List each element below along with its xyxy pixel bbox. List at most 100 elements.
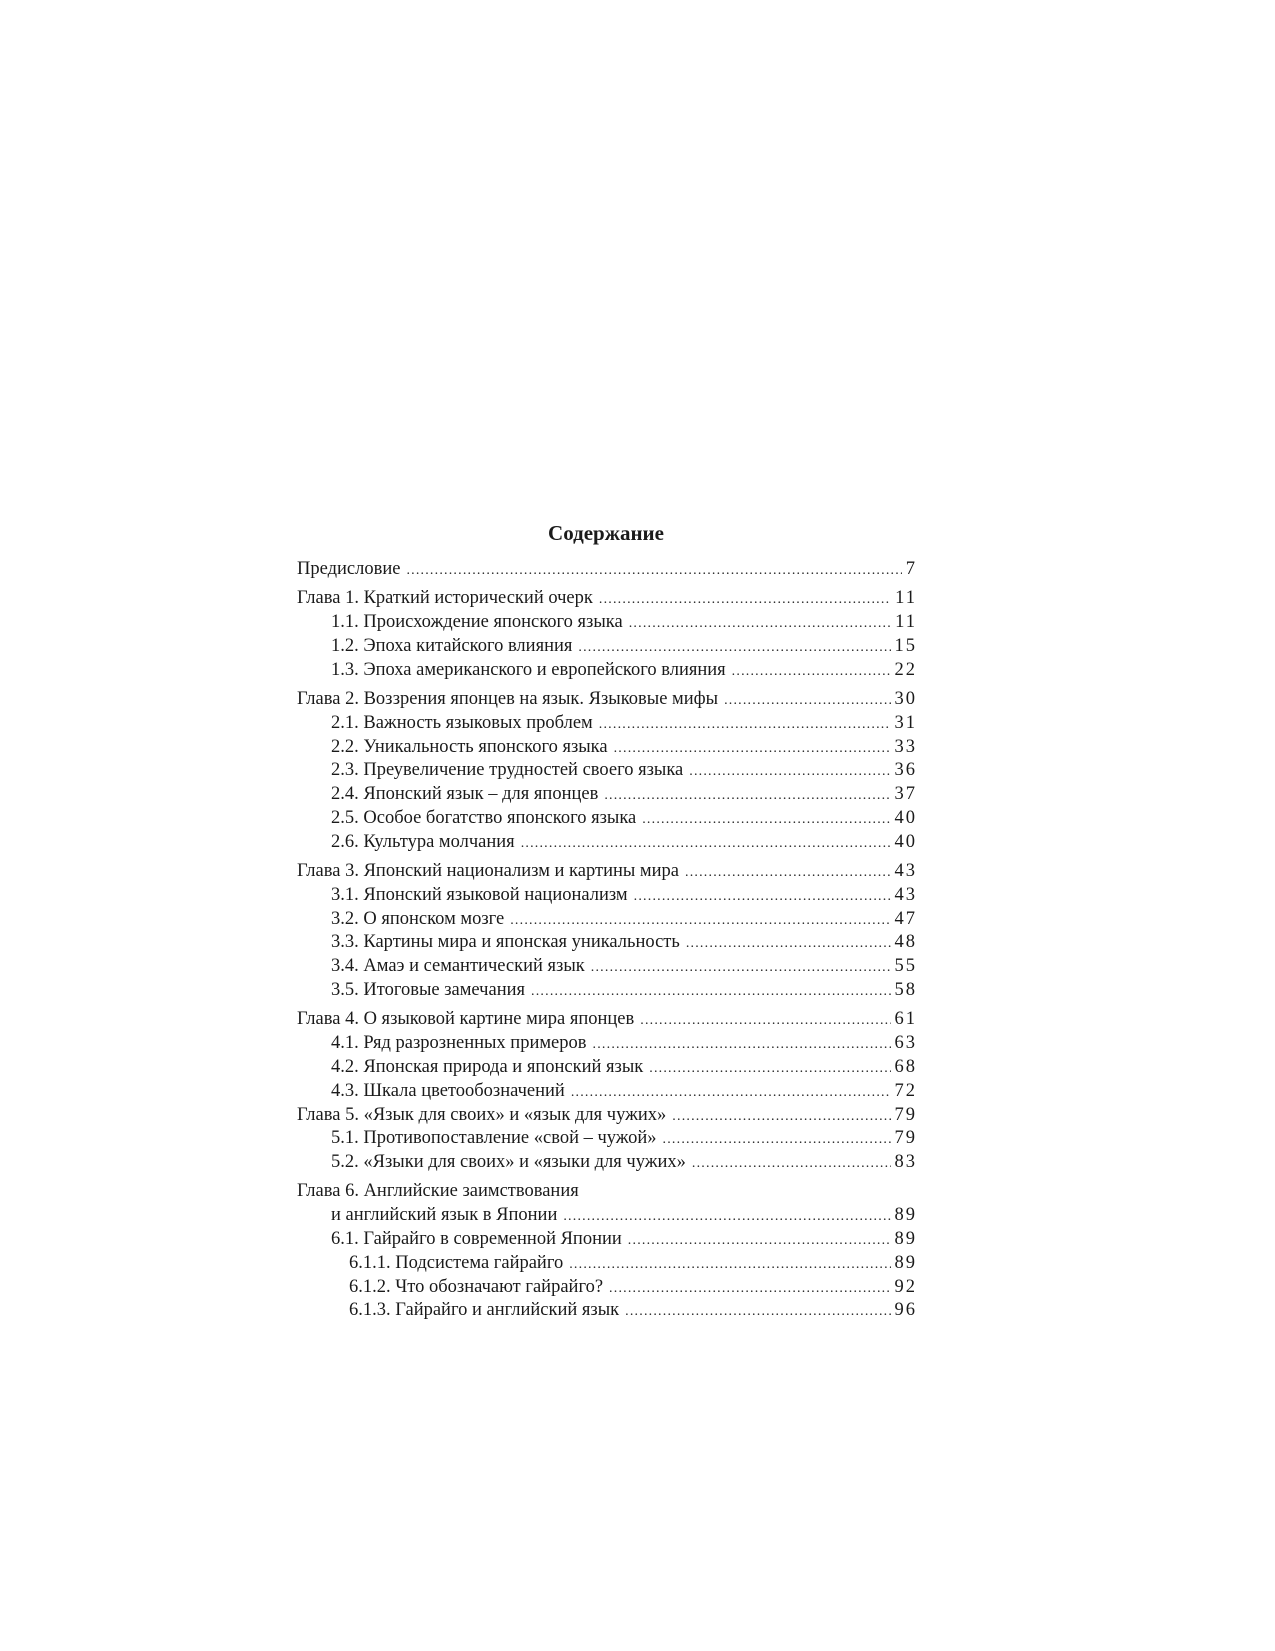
entry-label: 3.5. Итоговые замечания (331, 980, 526, 1001)
entry-label: 6.1. Гайрайго в современной Японии (331, 1229, 622, 1250)
entry-page-number: 58 (894, 980, 916, 1001)
toc-section-entry: 3.4. Амаэ и семантический язык 55 (297, 955, 915, 979)
page-title: Содержание (548, 521, 664, 545)
toc-section-entry: 2.5. Особое богатство японского языка 40 (297, 807, 915, 831)
dot-leader (732, 660, 891, 683)
dot-leader (578, 636, 890, 659)
dot-leader (599, 588, 891, 611)
toc-section-entry: 6.1. Гайрайго в современной Японии 89 (297, 1228, 915, 1252)
toc-section-entry: 2.3. Преувеличение трудностей своего язы… (297, 759, 915, 783)
toc-chapter-entry: Глава 2. Воззрения японцев на язык. Язык… (297, 688, 915, 712)
entry-label: 2.4. Японский язык – для японцев (331, 784, 599, 805)
entry-page-number: 83 (894, 1152, 916, 1173)
toc-chapter-entry: Предисловие 7 (297, 558, 915, 582)
entry-label: 5.2. «Языки для своих» и «языки для чужи… (331, 1152, 686, 1173)
dot-leader (510, 909, 890, 932)
toc-section-entry: 1.3. Эпоха американского и европейского … (297, 659, 915, 683)
entry-page-number: 92 (894, 1276, 916, 1297)
entry-page-number: 36 (894, 760, 916, 781)
toc-section-entry: 5.1. Противопоставление «свой – чужой» 79 (297, 1127, 915, 1151)
toc-section-entry: 3.1. Японский языковой национализм 43 (297, 884, 915, 908)
entry-page-number: 79 (894, 1104, 916, 1125)
entry-page-number: 61 (894, 1009, 916, 1030)
dot-leader (689, 760, 890, 783)
dot-leader (591, 956, 891, 979)
dot-leader (593, 1033, 891, 1056)
dot-leader (569, 1253, 890, 1276)
entry-label: Глава 6. Английские заимствования (297, 1181, 579, 1202)
entry-label: Глава 4. О языковой картине мира японцев (297, 1009, 635, 1030)
entry-page-number: 33 (894, 736, 916, 757)
entry-label: 3.2. О японском мозге (331, 908, 505, 929)
entry-page-number: 89 (894, 1205, 916, 1226)
dot-leader (692, 1152, 891, 1175)
toc-section-entry: 6.1.2. Что обозначают гайрайго? 92 (297, 1276, 915, 1300)
entry-label: 1.3. Эпоха американского и европейского … (331, 659, 726, 680)
entry-page-number: 11 (895, 612, 915, 633)
toc-chapter-entry: Глава 3. Японский национализм и картины … (297, 860, 915, 884)
entry-page-number: 30 (894, 688, 916, 709)
entry-page-number: 31 (894, 712, 916, 733)
entry-page-number: 22 (894, 659, 916, 680)
toc-chapter-entry: Глава 4. О языковой картине мира японцев… (297, 1008, 915, 1032)
entry-label: 3.3. Картины мира и японская уникальност… (331, 932, 680, 953)
dot-leader (609, 1277, 890, 1300)
entry-page-number: 79 (894, 1128, 916, 1149)
dot-leader (649, 1057, 890, 1080)
entry-label: Глава 1. Краткий исторический очерк (297, 588, 593, 609)
entry-page-number: 15 (894, 635, 916, 656)
entry-label: 4.1. Ряд разрозненных примеров (331, 1033, 587, 1054)
entry-label: 4.2. Японская природа и японский язык (331, 1056, 644, 1077)
entry-label: 5.1. Противопоставление «свой – чужой» (331, 1128, 657, 1149)
toc-section-entry: 1.2. Эпоха китайского влияния 15 (297, 635, 915, 659)
dot-leader (672, 1105, 890, 1128)
entry-page-number: 55 (894, 956, 916, 977)
dot-leader (663, 1128, 891, 1151)
toc-section-entry: 2.1. Важность языковых проблем 31 (297, 712, 915, 736)
entry-page-number: 72 (894, 1080, 916, 1101)
dot-leader (531, 980, 890, 1003)
dot-leader (625, 1300, 890, 1323)
entry-page-number: 40 (894, 807, 916, 828)
entry-label: 2.5. Особое богатство японского языка (331, 807, 637, 828)
toc-chapter-entry: Глава 1. Краткий исторический очерк 11 (297, 587, 915, 611)
toc-section-entry: и английский язык в Японии 89 (297, 1204, 915, 1228)
entry-page-number: 43 (894, 861, 916, 882)
dot-leader (614, 737, 891, 760)
toc-section-entry: 2.6. Культура молчания 40 (297, 831, 915, 855)
toc-chapter-entry: Глава 5. «Язык для своих» и «язык для чу… (297, 1104, 915, 1128)
toc-section-entry: 2.2. Уникальность японского языка 33 (297, 736, 915, 760)
dot-leader (685, 861, 891, 884)
dot-leader (629, 612, 891, 635)
dot-leader (628, 1229, 891, 1252)
entry-page-number: 11 (895, 588, 915, 609)
dot-leader (724, 689, 890, 712)
entry-page-number: 89 (894, 1229, 916, 1250)
dot-leader (599, 713, 891, 736)
entry-page-number: 43 (894, 884, 916, 905)
entry-label: Глава 5. «Язык для своих» и «язык для чу… (297, 1104, 667, 1125)
entry-label: 1.1. Происхождение японского языка (331, 612, 623, 633)
table-of-contents: Содержание Предисловие 7 Глава 1. Краткий … (297, 516, 915, 1323)
dot-leader (642, 808, 890, 831)
dot-leader (521, 832, 891, 855)
entry-label: 2.6. Культура молчания (331, 831, 515, 852)
toc-chapter-entry: Глава 6. Английские заимствования (297, 1180, 915, 1204)
entry-page-number: 37 (894, 784, 916, 805)
toc-section-entry: 5.2. «Языки для своих» и «языки для чужи… (297, 1151, 915, 1175)
dot-leader (604, 784, 890, 807)
entry-page-number: 68 (894, 1056, 916, 1077)
toc-section-entry: 6.1.1. Подсистема гайрайго 89 (297, 1252, 915, 1276)
toc-section-entry: 1.1. Происхождение японского языка 11 (297, 611, 915, 635)
entry-label: 6.1.2. Что обозначают гайрайго? (349, 1276, 604, 1297)
entry-page-number: 96 (894, 1300, 916, 1321)
entry-label: Предисловие (297, 559, 401, 579)
dot-leader (563, 1205, 890, 1228)
dot-leader (640, 1009, 890, 1032)
toc-section-entry: 3.5. Итоговые замечания 58 (297, 979, 915, 1003)
entry-label: 3.1. Японский языковой национализм (331, 884, 628, 905)
dot-leader (406, 559, 901, 582)
entry-label: 1.2. Эпоха китайского влияния (331, 635, 573, 656)
entry-label: 4.3. Шкала цветообозначений (331, 1080, 565, 1101)
toc-section-entry: 6.1.3. Гайрайго и английский язык 96 (297, 1299, 915, 1323)
